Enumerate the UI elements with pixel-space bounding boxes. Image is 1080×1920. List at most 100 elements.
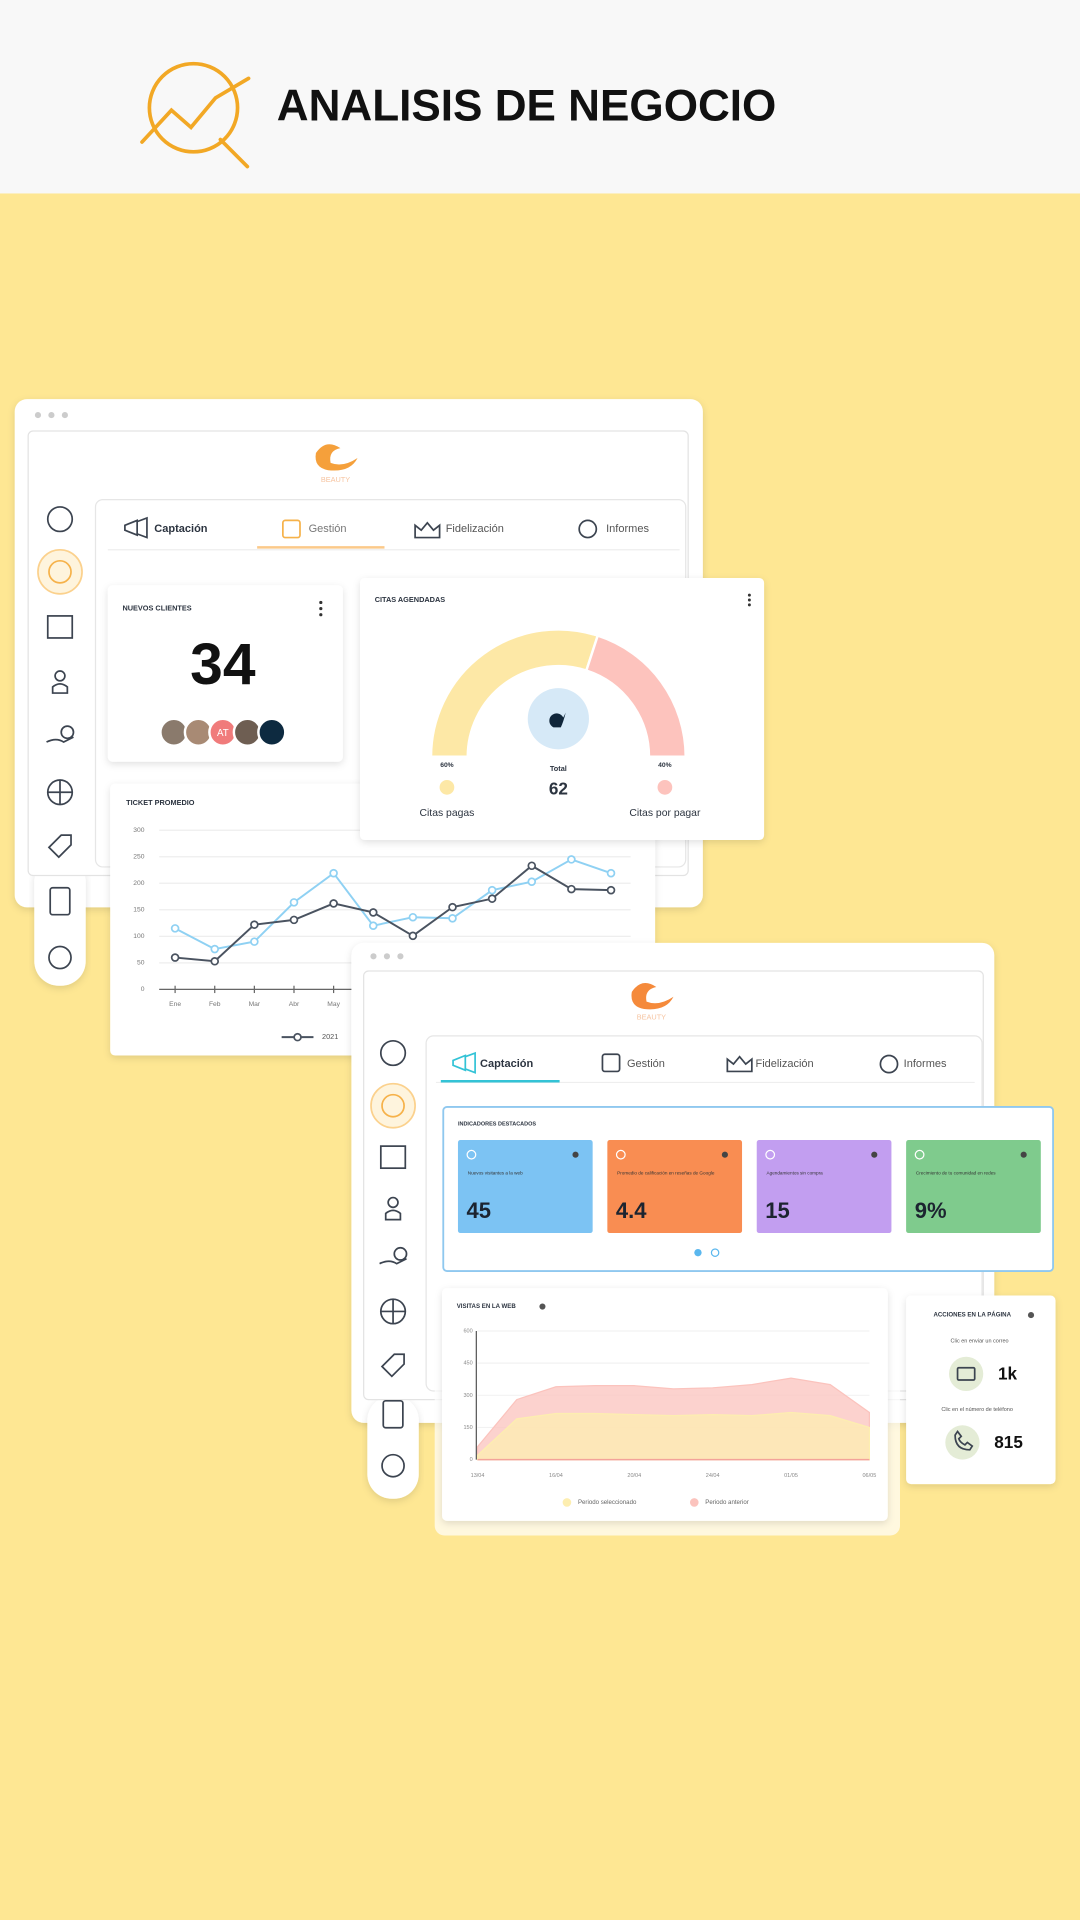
action-label: Clic en enviar un correo [951,1338,1009,1344]
x-tick-label: Feb [209,1001,221,1008]
tab[interactable]: Fidelización [446,523,504,535]
point [368,908,378,917]
point [250,937,259,946]
y-tick-label: 50 [137,960,145,967]
sidebar-icons [37,506,83,970]
header-bar [0,0,1080,194]
tab[interactable]: Gestión [627,1058,665,1070]
action-value: 1k [998,1364,1018,1384]
gauge: 60% Citas pagas 40% Citas por pagar [420,628,701,819]
point [606,868,616,878]
y-tick-label: 0 [470,1457,473,1463]
pager-dot[interactable] [694,1248,702,1257]
menu-dot [319,606,323,611]
segment-value-label: 40% [658,762,671,769]
point [527,861,537,871]
x-tick-label: 06/05 [863,1473,877,1479]
point [329,868,338,878]
legend-label: Citas por pagar [629,808,701,819]
area-series [476,1411,870,1461]
info-icon [1027,1312,1035,1319]
y-tick-label: 0 [141,986,145,993]
tab-icons [452,1051,899,1074]
point [567,855,576,864]
card-label: Promedio de calificación en reseñas de G… [617,1170,715,1175]
card-label: Nuevos visitantes a la web [468,1170,523,1175]
tab[interactable]: Gestión [309,523,347,535]
card-icon [765,1149,776,1160]
point [250,920,259,929]
window-1: BEAUTY Captación Gestión Fidelización In… [14,399,765,1056]
tab[interactable]: Informes [606,523,649,535]
menu-dot[interactable] [747,593,751,597]
window-dot [48,412,55,419]
sidebar-icons [370,1039,416,1478]
clients-card [107,585,343,762]
x-tick-label: Abr [289,1001,300,1008]
point [487,894,497,903]
card-info [572,1151,579,1158]
legend-dot [439,780,455,795]
tab[interactable]: Captación [480,1058,534,1070]
avatar [183,717,214,747]
menu-dot [747,598,751,602]
window-2: BEAUTY Captación Gestión Fidelización In… [351,942,1056,1536]
point [606,885,616,895]
info-icon [539,1303,546,1310]
indicator-card[interactable] [906,1140,1041,1234]
header-icon [140,61,251,169]
card-value: 15 [765,1198,790,1223]
card-info [1020,1151,1027,1158]
line-series [174,858,612,951]
point [408,931,418,941]
logo-mark [315,444,358,471]
tab[interactable]: Fidelización [756,1058,814,1070]
window-dot [61,412,68,419]
indicator-card[interactable] [457,1140,593,1234]
indicator-card[interactable] [607,1140,743,1234]
header-title: ANALISIS DE NEGOCIO [277,82,777,131]
x-tick-label: May [327,1001,340,1008]
point [210,944,220,954]
logo-mark [631,983,674,1010]
action-value: 815 [994,1432,1023,1452]
indicator-cards: Nuevos visitantes a la web 45 Promedio de … [457,1140,1041,1234]
card-title: CITAS AGENDADAS [375,595,446,604]
point [448,914,457,923]
card-icon [615,1149,626,1160]
point [170,953,180,962]
legend-dot [562,1498,572,1507]
point [170,924,180,933]
tab[interactable]: Informes [904,1058,947,1070]
gauge-segment [584,634,687,758]
phone-icon [954,1429,974,1451]
window-dot [397,953,404,960]
x-tick-label: 16/04 [549,1473,563,1479]
menu-dot[interactable] [319,600,323,605]
panel-title: INDICADORES DESTACADOS [458,1122,536,1128]
point [289,915,299,925]
sidebar-extension [34,857,86,986]
point [210,956,220,966]
y-tick-label: 300 [133,827,144,834]
legend-label: Periodo seleccionado [578,1499,637,1506]
visits-chart: 0 150 300 450 600 13/04 16/04 20/04 24/04 01/05 06… [463,1328,877,1507]
y-tick-label: 300 [463,1393,472,1399]
point [289,898,299,907]
logo-text: BEAUTY [321,475,350,484]
point [329,899,338,908]
point [368,921,378,931]
tab[interactable]: Captación [154,523,208,535]
gauge-total: 62 [549,778,568,798]
y-tick-label: 100 [133,933,144,940]
pager-dot[interactable] [710,1248,720,1257]
x-tick-label: Mar [249,1001,261,1008]
x-tick-label: Ene [169,1001,181,1008]
action-icon [948,1356,984,1392]
indicators-panel [442,1106,1054,1272]
y-tick-label: 450 [463,1361,472,1367]
indicator-card[interactable] [756,1140,892,1234]
gauge-total-label: Total [550,764,567,773]
legend-dot [690,1498,699,1507]
